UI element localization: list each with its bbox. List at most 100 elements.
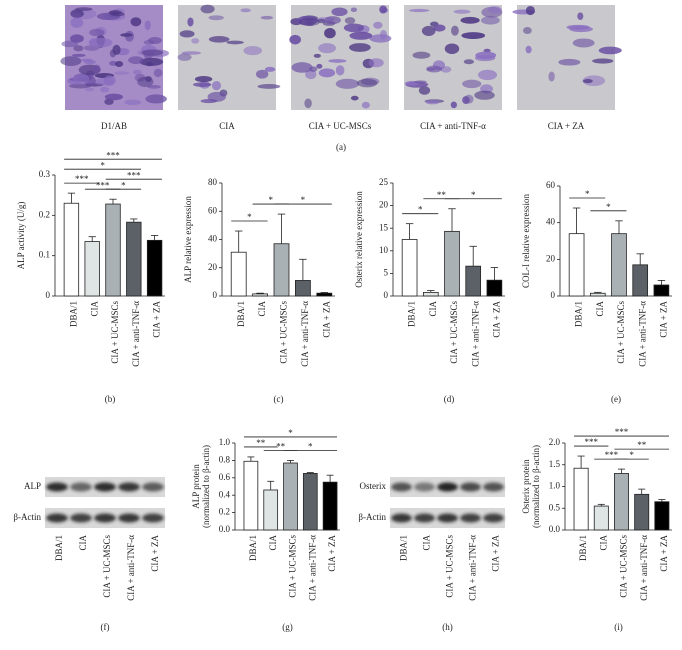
stained-cell	[324, 28, 336, 39]
stained-cell	[318, 68, 336, 78]
stained-cell	[109, 49, 116, 58]
stained-cell	[373, 21, 383, 29]
stained-cell	[433, 24, 446, 32]
y-tick-label: 40	[546, 217, 556, 227]
x-tick-label: CIA + ZA	[327, 535, 337, 572]
y-tick-label: 10	[379, 245, 389, 255]
lane-label: CIA + UC-MSCs	[102, 535, 112, 598]
stained-cell	[81, 58, 93, 62]
stained-cell	[343, 23, 365, 33]
blot-band	[70, 513, 92, 523]
stained-cell	[75, 7, 93, 11]
bar	[230, 251, 247, 297]
y-axis-label: Osterix relative expression	[354, 191, 364, 288]
significance-label: ***	[584, 437, 598, 447]
stained-cell	[120, 33, 133, 37]
panel-label: (e)	[611, 394, 621, 404]
bar	[593, 505, 609, 531]
blot-band	[437, 513, 458, 523]
y-axis-label: ALP relative expression	[183, 196, 193, 283]
stained-cell	[335, 65, 345, 76]
significance-label: **	[437, 190, 447, 200]
significance-label: ***	[615, 427, 629, 437]
bar	[573, 467, 589, 531]
stained-cell	[194, 75, 213, 83]
significance-label: ***	[75, 174, 89, 184]
bar	[568, 233, 585, 297]
y-tick-label: 40	[208, 234, 218, 244]
blot-band	[46, 513, 68, 523]
stained-cell	[93, 64, 101, 73]
y-tick-label: 0.6	[219, 472, 231, 482]
stained-cell	[128, 56, 144, 65]
stained-cell	[328, 59, 347, 63]
y-tick-label: 0.4	[219, 489, 231, 499]
x-tick-label: DBA/1	[68, 301, 78, 327]
x-tick-label: CIA	[268, 535, 278, 551]
stained-cell	[317, 18, 326, 24]
stained-cell	[139, 57, 164, 66]
x-tick-label: CIA + UC-MSCs	[110, 301, 120, 364]
x-tick-label: CIA	[89, 301, 99, 317]
stained-cell	[478, 69, 498, 81]
micrograph	[404, 5, 503, 110]
stained-cell	[211, 81, 222, 91]
x-tick-label: CIA + ZA	[658, 301, 668, 338]
lane-label: CIA + anti-TNF-α	[468, 535, 478, 601]
y-tick-label: 0.3	[39, 169, 51, 179]
y-tick-label: 0.2	[39, 209, 50, 219]
blot-band	[483, 482, 504, 492]
micrograph	[289, 5, 392, 110]
y-tick-label: 0	[384, 290, 389, 300]
stained-cell	[379, 5, 387, 14]
significance-label: *	[585, 189, 590, 199]
stained-cell	[598, 46, 622, 55]
y-tick-label: 0.0	[549, 524, 561, 534]
stained-cell	[558, 58, 581, 66]
significance-label: *	[418, 205, 423, 215]
stained-cell	[85, 87, 95, 92]
y-axis-label: (normalized to β-actin)	[531, 445, 541, 528]
stained-cell	[208, 35, 230, 43]
stained-cell	[349, 43, 371, 52]
bar	[465, 265, 482, 297]
stained-cell	[71, 12, 82, 19]
y-tick-label: 0.1	[39, 250, 50, 260]
stained-cell	[70, 17, 84, 28]
blot-band	[483, 513, 504, 523]
lane-label: CIA + ZA	[491, 535, 501, 572]
stained-cell	[421, 25, 436, 36]
x-tick-label: DBA/1	[578, 535, 588, 561]
bar	[302, 473, 318, 531]
bar	[653, 284, 670, 297]
stained-cell	[89, 28, 105, 37]
stained-cell	[226, 40, 244, 45]
stained-cell	[208, 15, 224, 21]
blot-band	[94, 513, 116, 523]
stained-cell	[412, 51, 431, 59]
stained-cell	[264, 66, 276, 72]
stained-cell	[72, 53, 86, 57]
significance-label: ***	[605, 450, 619, 460]
stained-cell	[450, 101, 457, 109]
lane-label: CIA	[422, 535, 432, 551]
lane-label: CIA + ZA	[150, 535, 160, 572]
bar	[63, 202, 80, 297]
image-label: CIA + ZA	[548, 121, 585, 131]
blot-band	[391, 513, 412, 523]
y-tick-label: 0.8	[219, 454, 231, 464]
x-tick-label: CIA + UC-MSCs	[288, 535, 298, 598]
blot-band	[142, 513, 164, 523]
blot-band	[118, 513, 140, 523]
x-tick-label: DBA/1	[236, 301, 246, 327]
image-label: CIA	[219, 121, 235, 131]
y-tick-label: 25	[379, 177, 389, 187]
y-tick-label: 0	[551, 290, 556, 300]
stained-cell	[145, 94, 167, 104]
stained-cell	[304, 98, 312, 109]
bar	[243, 460, 259, 531]
stained-cell	[440, 66, 452, 73]
stained-cell	[523, 26, 532, 35]
band-label: β-Actin	[13, 512, 41, 522]
